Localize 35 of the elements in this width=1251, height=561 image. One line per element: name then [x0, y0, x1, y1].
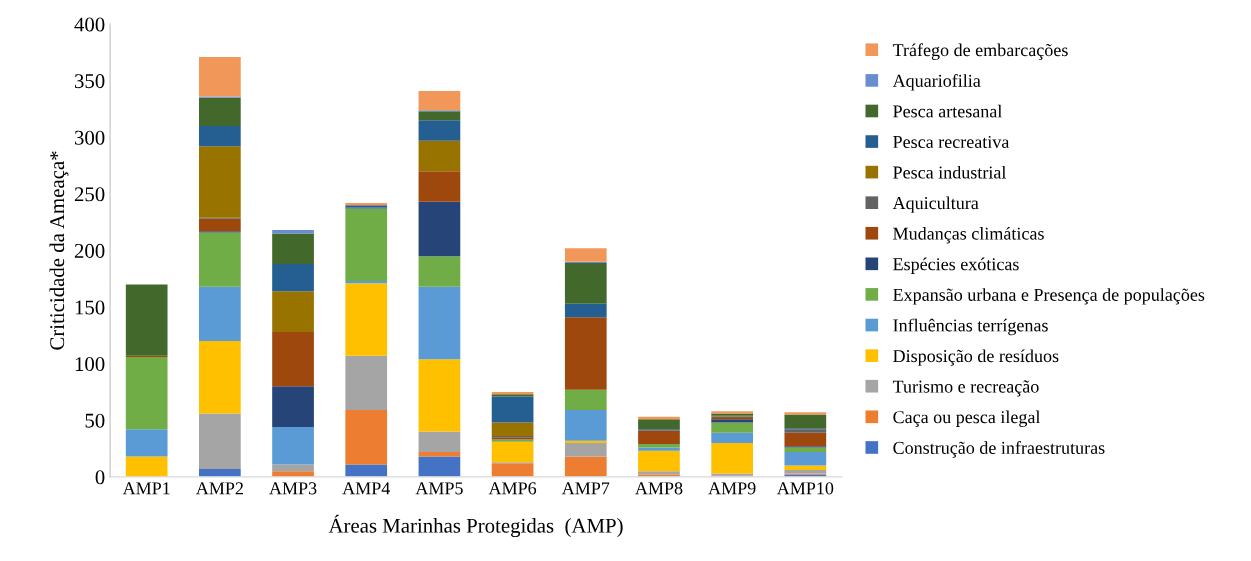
legend-label: Pesca industrial — [893, 165, 1007, 179]
y-tick-label: 350 — [74, 74, 105, 89]
legend-label: Espécies exóticas — [893, 257, 1019, 274]
legend-label: Mudanças climáticas — [893, 227, 1044, 244]
legend-label: Turismo e recreação — [892, 380, 1039, 397]
legend-label: Expansão urbana e Presença de populações — [893, 288, 1205, 305]
legend-label: Construção de infraestruturas — [893, 441, 1105, 458]
legend-label: Pesca recreativa — [893, 135, 1010, 149]
x-tick-label: AMP9 — [708, 482, 756, 495]
x-tick-label: AMP3 — [269, 482, 317, 495]
y-tick-label: 150 — [75, 300, 105, 315]
legend-label: Caça ou pesca ilegal — [893, 410, 1041, 427]
y-tick-label: 100 — [75, 357, 105, 372]
x-tick-label: AMP4 — [342, 482, 391, 495]
x-tick-label: AMP6 — [488, 482, 537, 495]
legend-label: Aquicultura — [892, 196, 979, 213]
x-tick-label: AMP1 — [122, 482, 170, 495]
y-tick-label: 300 — [74, 130, 105, 145]
x-tick-label: AMP5 — [415, 482, 463, 495]
x-tick-label: AMP7 — [561, 482, 610, 495]
y-tick-label: 50 — [85, 413, 105, 428]
x-axis-title: Áreas Marinhas Protegidas (AMP) — [328, 514, 623, 538]
x-tick-label: AMP10 — [776, 482, 834, 495]
legend-label: Disposição de resíduos — [893, 349, 1059, 366]
legend-label: Aquariofilia — [892, 74, 981, 91]
y-tick-label: 250 — [74, 187, 105, 202]
y-tick-label: 200 — [74, 243, 105, 258]
legend-label: Tráfego de embarcações — [892, 43, 1068, 60]
x-tick-label: AMP2 — [195, 482, 243, 495]
legend-label: Influências terrígenas — [893, 318, 1048, 336]
y-tick-label: 0 — [95, 470, 105, 485]
legend-label: Pesca artesanal — [893, 104, 1002, 118]
y-tick-label: 400 — [74, 17, 105, 32]
y-axis-title: Criticidade da Ameaça* — [49, 151, 69, 350]
x-tick-label: AMP8 — [635, 482, 683, 495]
